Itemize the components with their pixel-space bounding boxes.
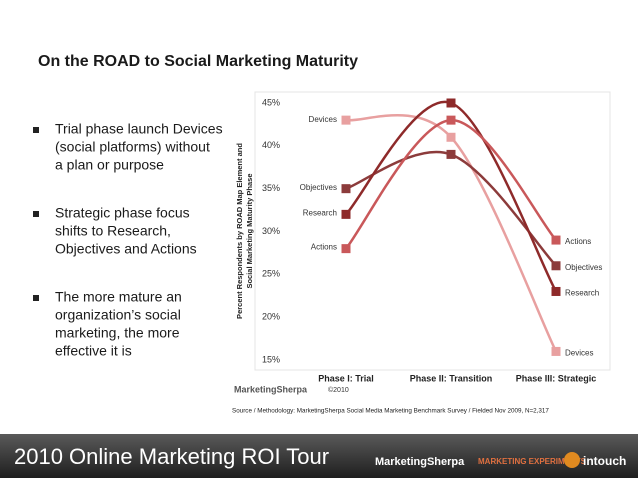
bullet-text: organization’s social	[55, 307, 181, 323]
series-label: Objectives	[565, 263, 602, 272]
point-marker	[446, 115, 456, 125]
banner-title: 2010 Online Marketing ROI Tour	[14, 444, 329, 469]
bullet-text: The more mature an	[55, 289, 182, 305]
series-label: Actions	[565, 237, 591, 246]
y-axis-label: Percent Respondents by ROAD Map Element …	[235, 143, 244, 319]
bullet-text: a plan or purpose	[55, 157, 164, 173]
series-line	[345, 114, 558, 352]
y-tick-label: 20%	[262, 312, 280, 322]
bullet-text: effective it is	[55, 343, 132, 359]
y-tick-label: 35%	[262, 183, 280, 193]
point-marker	[551, 346, 561, 356]
y-tick-label: 45%	[262, 97, 280, 107]
bullet-marker	[33, 127, 39, 133]
point-marker	[551, 286, 561, 296]
logo: MarketingSherpa	[375, 456, 465, 468]
point-marker	[341, 184, 351, 194]
point-marker	[446, 132, 456, 142]
y-tick-label: 30%	[262, 226, 280, 236]
copyright: ©2010	[328, 386, 349, 394]
point-marker	[446, 149, 456, 159]
logo: MARKETING EXPERIMENTS	[478, 457, 587, 466]
series-label: Research	[565, 289, 599, 298]
x-tick-label: Phase I: Trial	[318, 373, 374, 383]
logo-icon	[564, 452, 580, 468]
slide-title: On the ROAD to Social Marketing Maturity	[38, 53, 358, 70]
series-label: Devices	[309, 115, 337, 124]
y-tick-label: 40%	[262, 140, 280, 150]
bullet-marker	[33, 295, 39, 301]
x-tick-label: Phase III: Strategic	[516, 373, 597, 383]
y-axis-label: Social Marketing Maturity Phase	[245, 173, 254, 288]
y-tick-label: 15%	[262, 354, 280, 364]
series-label: Devices	[565, 349, 593, 358]
point-marker	[341, 115, 351, 125]
point-marker	[341, 244, 351, 254]
bullet-text: Strategic phase focus	[55, 205, 190, 221]
series-label: Actions	[311, 243, 337, 252]
point-marker	[551, 261, 561, 271]
bullet-text: (social platforms) without	[55, 139, 210, 155]
bullet-text: marketing, the more	[55, 325, 180, 341]
plot-frame	[254, 91, 611, 371]
point-marker	[551, 235, 561, 245]
bullet-text: shifts to Research,	[55, 223, 171, 239]
x-tick-label: Phase II: Transition	[410, 373, 493, 383]
source: Source / Methodology: MarketingSherpa So…	[232, 408, 549, 415]
y-tick-label: 25%	[262, 269, 280, 279]
bullet-text: Objectives and Actions	[55, 241, 197, 257]
bullet-text: Trial phase launch Devices	[55, 121, 223, 137]
logo: intouch	[583, 454, 626, 468]
series-label: Objectives	[300, 183, 337, 192]
bullet-marker	[33, 211, 39, 217]
point-marker	[446, 98, 456, 108]
brand: MarketingSherpa	[234, 384, 308, 394]
banner	[0, 434, 638, 478]
series-label: Research	[303, 208, 337, 217]
point-marker	[341, 209, 351, 219]
